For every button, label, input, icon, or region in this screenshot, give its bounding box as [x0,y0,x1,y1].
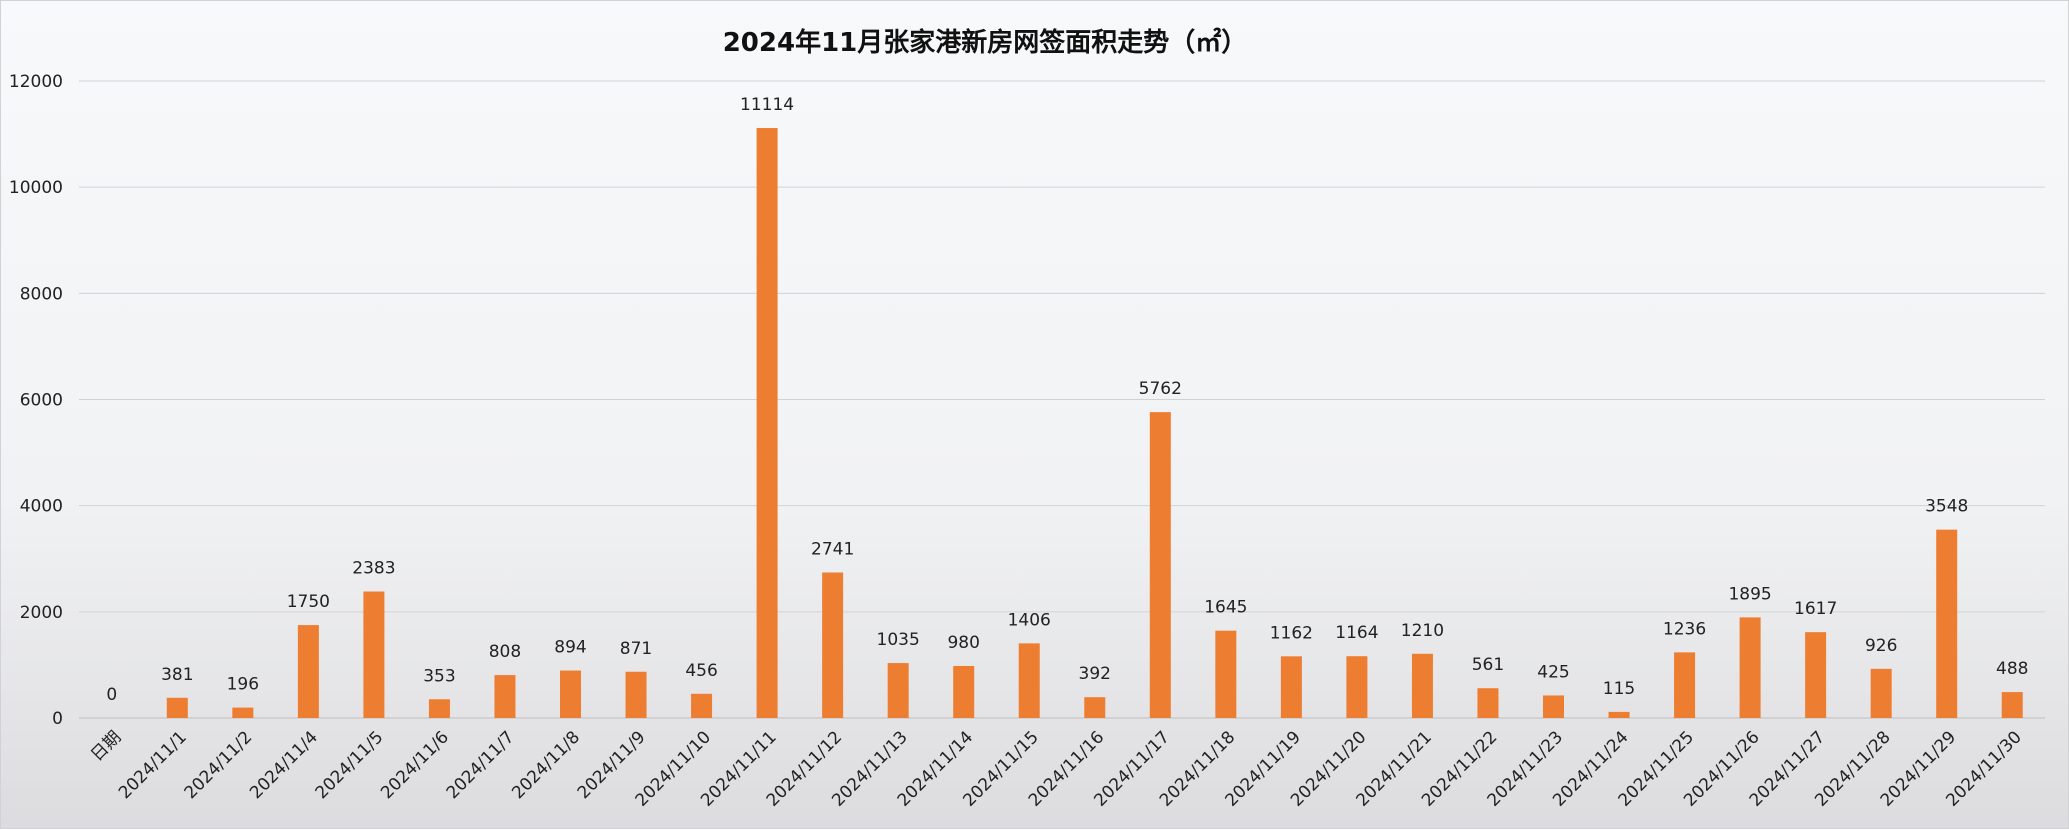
data-labels: 0 381 196 1750 2383 353 808 894 871 456 11114 2741 1… [106,95,2028,705]
bar [1018,643,1040,718]
x-tick-label: 日期 [87,727,125,765]
x-tick-label: 2024/11/5 [312,727,388,803]
data-label: 1895 [1728,584,1771,604]
bar [1543,695,1564,718]
bar [560,670,581,718]
bar [1477,688,1499,718]
bar [1411,653,1433,718]
data-label: 196 [227,675,259,695]
data-label: 11114 [740,95,794,115]
data-label: 2383 [352,559,395,579]
bar [1346,656,1368,718]
bar [953,665,975,718]
data-label: 392 [1079,664,1111,684]
y-tick-label: 8000 [20,284,63,304]
x-tick-label: 2024/11/2 [181,727,257,803]
x-tick-label: 2024/11/7 [443,727,519,803]
chart-title: 2024年11月张家港新房网签面积走势（㎡） [723,27,1248,58]
data-label: 488 [1996,659,2028,679]
bar [1674,652,1696,718]
y-tick-label: 4000 [20,497,63,517]
gridlines [79,80,2045,719]
bar [822,572,844,718]
data-label: 1210 [1401,621,1444,641]
y-tick-label: 0 [52,709,63,729]
bar [232,707,254,718]
data-label: 980 [947,633,979,653]
data-label: 115 [1603,679,1635,699]
bar [1215,630,1237,718]
bar [887,663,909,718]
data-label: 2741 [811,539,854,559]
bar [297,625,319,718]
bar [166,697,188,718]
bar [1608,711,1630,718]
bar [1870,668,1892,718]
x-tick-label: 2024/11/8 [508,727,584,803]
bar [1936,529,1958,718]
x-tick-label: 2024/11/1 [115,727,191,803]
bar [1149,412,1171,718]
bar [1280,656,1302,718]
data-label: 5762 [1139,379,1182,399]
y-tick-label: 2000 [20,603,63,623]
bar [1739,617,1761,718]
bar [756,128,778,718]
bars [166,128,2023,718]
bar [2001,692,2023,718]
data-label: 894 [554,638,586,658]
data-label: 1645 [1204,598,1247,618]
data-label: 3548 [1925,497,1968,517]
bar [1805,632,1827,718]
data-label: 871 [620,639,652,659]
data-label: 456 [685,661,717,681]
bar [363,591,385,718]
x-axis-ticks: 日期2024/11/12024/11/22024/11/42024/11/520… [87,727,2026,810]
bar [625,671,647,718]
data-label: 0 [106,685,117,705]
data-label: 561 [1472,655,1504,675]
data-label: 1162 [1270,623,1313,643]
bar [691,693,713,718]
data-label: 1406 [1008,610,1051,630]
data-label: 1750 [287,592,330,612]
data-label: 1035 [877,630,920,650]
bar [1084,697,1106,718]
data-label: 1164 [1335,623,1378,643]
x-tick-label: 2024/11/6 [377,727,453,803]
data-label: 1617 [1794,599,1837,619]
data-label: 381 [161,665,193,685]
data-label: 1236 [1663,619,1706,639]
x-tick-label: 2024/11/4 [246,727,322,803]
y-tick-label: 10000 [9,178,63,198]
bar [494,675,516,718]
y-axis-ticks: 0 2000 4000 6000 8000 10000 12000 [9,72,63,729]
data-label: 926 [1865,636,1897,656]
bar [428,699,450,718]
y-tick-label: 12000 [9,72,63,92]
data-label: 353 [423,666,455,686]
data-label: 425 [1537,662,1569,682]
y-tick-label: 6000 [20,391,63,411]
data-label: 808 [489,642,521,662]
